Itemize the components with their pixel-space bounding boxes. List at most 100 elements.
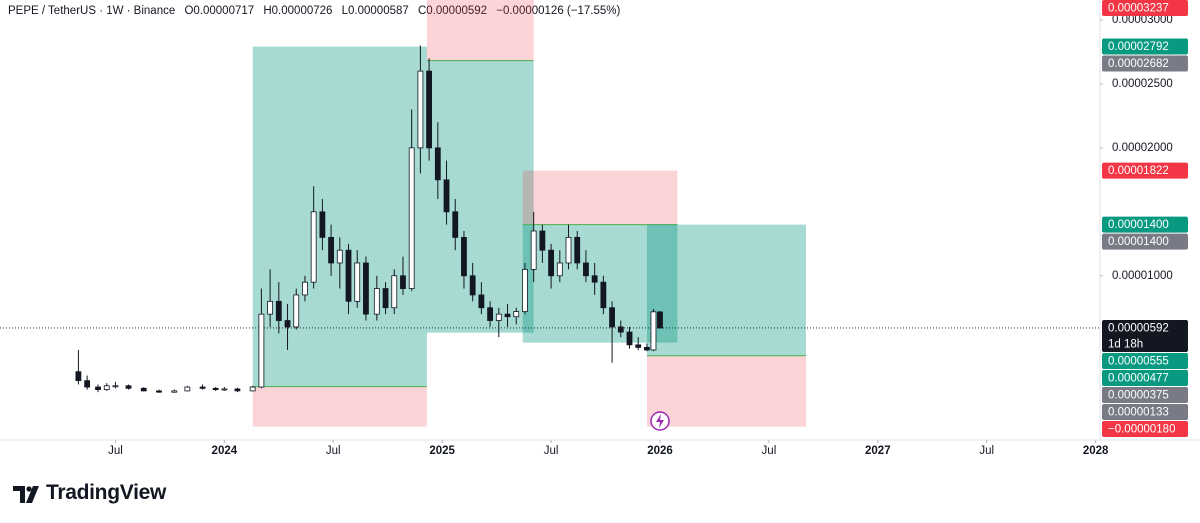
price-badge [1102,216,1188,233]
candle-body [513,311,520,318]
candle-body [373,288,380,315]
candle-body [345,249,352,302]
position-target-zone [426,60,534,333]
price-badge [1102,162,1188,179]
price-badge [1102,55,1188,72]
header: PEPE / TetherUS · 1W · Binance O0.000007… [8,5,626,17]
candle-body [644,346,650,351]
candle-body [522,268,528,312]
ohlc-open: O0.00000717 [184,5,255,17]
price-badge-label: 0.00002792 [1108,41,1169,53]
price-badge-label: 0.00002682 [1108,58,1169,70]
symbol: PEPE / TetherUS · 1W · Binance [8,5,176,17]
price-badge [1102,369,1188,386]
candle-body [302,281,308,296]
x-tick-label: Jul [762,445,777,457]
candle-body [495,313,502,321]
candle-body [443,179,450,213]
candle-body [591,275,598,283]
y-tick-label: 0.00002500 [1112,78,1173,90]
candle-body [600,281,607,309]
y-tick-label: 0.00001000 [1112,270,1173,282]
position-target-zone [252,46,427,387]
candle-body [212,387,219,391]
candle-body [363,262,369,315]
candle-body [258,313,265,388]
candle-body [539,230,546,251]
price-badge-label: 0.00003237 [1108,3,1169,15]
candle-body [565,236,572,264]
candle-body [319,211,326,238]
candle-body [426,70,433,149]
candle-body [354,262,361,302]
candle-body [635,344,642,348]
candle-body [221,388,228,391]
candle-body [140,387,147,392]
position-stop-zone [426,0,534,61]
x-tick-label: Jul [544,445,559,457]
brand: TradingView [46,481,167,504]
candle-body [184,386,191,392]
candle-body [434,147,441,181]
candle-body [382,288,389,309]
candle-body [626,331,633,346]
position-stop-zone [252,386,427,427]
price-badge-label: 0.00001400 [1108,236,1169,248]
candle-body [650,311,657,351]
position-stop-zone [522,170,678,225]
x-tick-label: Jul [979,445,994,457]
position-stop-zone [646,355,806,427]
candle-body [583,262,589,277]
candle-body [574,236,581,264]
candle-body [336,249,343,264]
price-badge [1102,352,1188,369]
x-tick-label: Jul [108,445,123,457]
candle-body [249,386,256,392]
ohlc-high: H0.00000726 [263,5,333,17]
candle-body [267,300,273,315]
candle-body [478,294,485,309]
candle-body [103,385,110,391]
price-badge-label: 0.00001822 [1108,165,1169,177]
candle-body [400,275,406,289]
x-tick-label: 2027 [865,445,891,457]
candle-body [84,380,91,388]
candle-body [609,307,615,328]
price-badge-label: −0.00000180 [1108,423,1175,435]
price-badge [1102,0,1188,16]
price-badge-label: 0.00001400 [1108,219,1169,231]
candle-body [112,385,119,388]
logo [13,486,39,503]
candle-body [156,390,162,393]
plot-area [0,0,1100,427]
candle-body [556,262,563,277]
x-tick-label: 2025 [429,445,455,457]
price-badge [1102,420,1188,437]
candle-body [293,294,300,328]
ohlc-change: −0.00000126 (−17.55%) [496,5,621,17]
candle-body [487,307,493,321]
price-badge [1102,403,1188,420]
price-badge-label: 0.00000477 [1108,372,1169,384]
candle-body [452,211,459,238]
price-badge-label: 0.00000133 [1108,406,1169,418]
candle-body [95,386,101,391]
candle-body [617,326,624,333]
x-tick-label: 2028 [1083,445,1109,457]
x-tick-label: 2024 [212,445,238,457]
ohlc-close: C0.00000592 [418,5,487,17]
position-target-zone [646,224,806,356]
candle-body [125,385,132,389]
candle-body [199,386,206,389]
candle-body [391,275,398,309]
candle-body [548,249,554,277]
candle-body [469,275,476,296]
candle-body [310,211,317,283]
ohlc-low: L0.00000587 [341,5,409,17]
price-badge [1102,233,1188,250]
candle-body [461,236,467,277]
price-badge-label: 0.00000592 [1108,322,1169,334]
candle-body [284,320,291,328]
